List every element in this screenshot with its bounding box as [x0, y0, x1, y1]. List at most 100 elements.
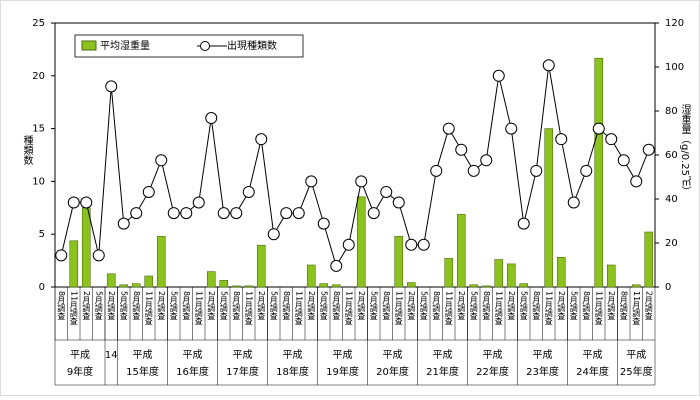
legend-swatch — [81, 40, 97, 51]
group-label: 平成 — [383, 349, 403, 361]
marker — [342, 238, 355, 251]
x-tick-label: 8月調査 — [582, 291, 591, 320]
y2-tick-label: 0 — [665, 282, 671, 293]
bar — [544, 128, 554, 288]
legend-box — [74, 34, 304, 58]
bar — [156, 236, 166, 288]
x-tick-label: 2月調査 — [507, 291, 516, 320]
x-tick-label: 5月調査 — [319, 291, 328, 320]
marker — [367, 207, 380, 220]
bar — [456, 214, 466, 288]
marker — [430, 164, 443, 177]
group-label: 24年度 — [576, 365, 609, 378]
marker — [517, 217, 530, 230]
bar — [519, 283, 529, 288]
y2-tick-label: 60 — [665, 150, 678, 161]
group-label: 平成 — [433, 349, 453, 361]
group-label: 18年度 — [276, 365, 309, 378]
marker — [642, 143, 655, 156]
group-label: 19年度 — [326, 365, 359, 378]
x-tick-label: 11月調査 — [494, 291, 503, 325]
marker — [267, 228, 280, 241]
marker — [280, 207, 293, 220]
bar — [606, 264, 616, 288]
x-tick-label: 11月調査 — [194, 291, 203, 325]
group-label: 平成 — [133, 349, 153, 361]
marker — [480, 154, 493, 167]
bar — [469, 284, 479, 288]
y-tick-label: 0 — [39, 282, 45, 293]
y2-tick-label: 120 — [665, 18, 684, 29]
x-tick-label: 11月調査 — [344, 291, 353, 325]
x-tick-label: 2月調査 — [407, 291, 416, 320]
bar — [106, 273, 116, 288]
x-tick-label: 11月調査 — [594, 291, 603, 325]
x-tick-label: 8月調査 — [132, 291, 141, 320]
x-tick-label: 2月調査 — [457, 291, 466, 320]
bar — [231, 285, 241, 288]
group-label: 21年度 — [426, 365, 459, 378]
bar — [356, 196, 366, 288]
bar — [119, 284, 129, 288]
group-label: 23年度 — [526, 365, 559, 378]
marker — [605, 133, 618, 146]
group-label: 平成 — [333, 349, 353, 361]
bar — [406, 282, 416, 288]
bar — [306, 264, 316, 288]
bar — [556, 256, 566, 288]
bar — [81, 207, 91, 288]
y2-axis-label: 湿重量（g/0.25㎡） — [679, 104, 691, 196]
group-label: 25年度 — [620, 365, 653, 378]
marker — [355, 175, 368, 188]
x-tick-label: 5月調査 — [269, 291, 278, 320]
marker — [305, 175, 318, 188]
marker — [467, 164, 480, 177]
y2-tick-label: 40 — [665, 194, 678, 205]
x-tick-label: 8月調査 — [282, 291, 291, 320]
marker — [155, 154, 168, 167]
marker — [630, 175, 643, 188]
x-tick-label: 2月調査 — [207, 291, 216, 320]
marker — [330, 259, 343, 272]
x-tick-label: 11月調査 — [544, 291, 553, 325]
x-tick-label: 5月調査 — [219, 291, 228, 320]
x-tick-label: 2月調査 — [557, 291, 566, 320]
x-tick-label: 11月調査 — [244, 291, 253, 325]
bar — [319, 283, 329, 288]
legend-label: 出現種類数 — [227, 39, 277, 52]
x-tick-label: 11月調査 — [144, 291, 153, 325]
marker — [80, 196, 93, 209]
x-tick-label: 5月調査 — [119, 291, 128, 320]
marker — [505, 122, 518, 135]
x-tick-label: 11月調査 — [69, 291, 78, 325]
marker — [205, 112, 218, 125]
x-tick-label: 8月調査 — [332, 291, 341, 320]
y-tick-label: 25 — [32, 18, 45, 29]
marker — [67, 196, 80, 209]
x-tick-label: 11月調査 — [394, 291, 403, 325]
marker — [592, 122, 605, 135]
group-label: 平成 — [233, 349, 253, 361]
x-tick-label: 5月調査 — [369, 291, 378, 320]
marker — [167, 207, 180, 220]
x-tick-label: 8月調査 — [482, 291, 491, 320]
bar — [644, 231, 654, 288]
group-label: 14 — [105, 350, 118, 361]
group-label: 17年度 — [226, 365, 259, 378]
marker — [530, 164, 543, 177]
marker — [242, 185, 255, 198]
marker — [392, 196, 405, 209]
x-tick-label: 2月調査 — [307, 291, 316, 320]
x-tick-label: 5月調査 — [169, 291, 178, 320]
x-tick-label: 2月調査 — [257, 291, 266, 320]
bar — [219, 280, 229, 288]
bar — [244, 285, 254, 288]
marker — [255, 133, 268, 146]
y2-tick-label: 100 — [665, 62, 684, 73]
marker — [130, 207, 143, 220]
marker — [217, 207, 230, 220]
marker — [417, 238, 430, 251]
marker — [380, 185, 393, 198]
